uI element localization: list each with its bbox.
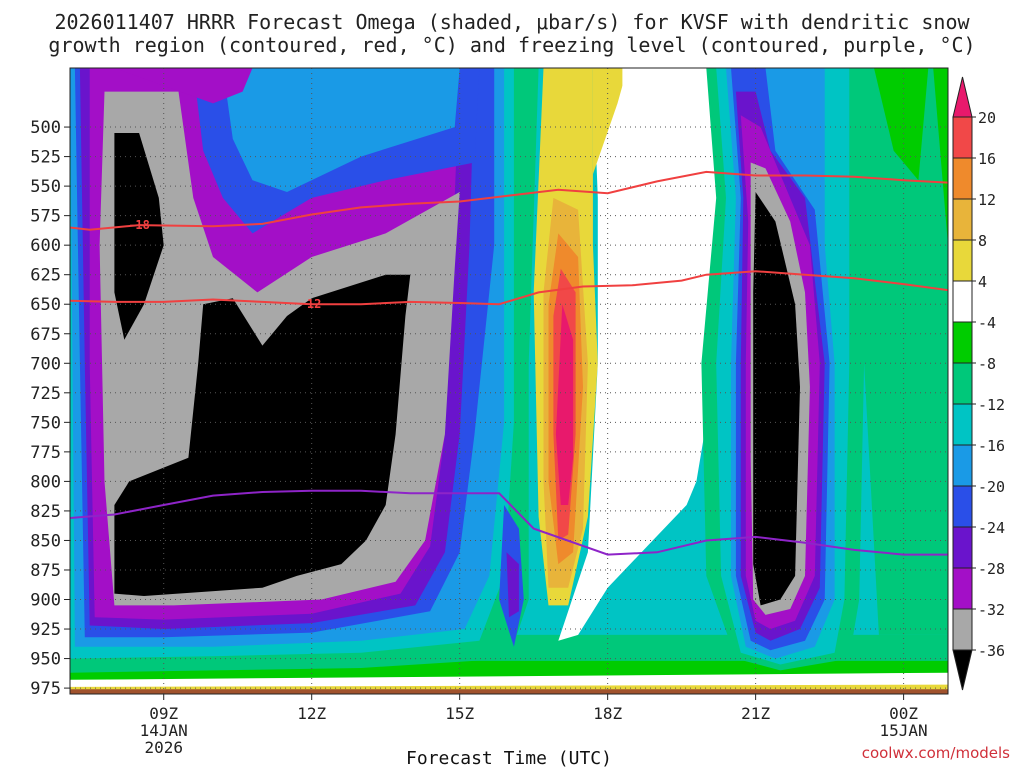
colorbar-arrow-top (952, 76, 973, 118)
contour-line-0 (70, 170, 948, 231)
omega-top-yellow (592, 68, 628, 175)
omega-east-green (874, 68, 929, 181)
colorbar-bin (952, 239, 973, 282)
colorbar-label: 4 (978, 273, 987, 291)
x-tick-sublabel: 15JAN (880, 721, 928, 740)
y-tick-label: 950 (30, 650, 61, 670)
omega-neutral-top (622, 68, 682, 198)
y-tick-label: 650 (30, 295, 61, 315)
x-tick-label: 12Z (297, 704, 326, 723)
colorbar-bin (952, 526, 973, 569)
x-tick-label: 21Z (741, 704, 770, 723)
y-tick-label: 525 (30, 148, 61, 168)
source-credit: coolwx.com/models (861, 744, 1010, 762)
x-tick-label: 18Z (593, 704, 622, 723)
colorbar-label: -36 (978, 642, 1005, 660)
colorbar-label: 20 (978, 109, 996, 127)
colorbar-label: 8 (978, 232, 987, 250)
x-tick-label: 09Z (149, 704, 178, 723)
y-tick-label: 750 (30, 413, 61, 433)
colorbar-bin (952, 567, 973, 610)
y-tick-label: 850 (30, 531, 61, 551)
omega-west-black-upper (114, 133, 164, 340)
colorbar-bin (952, 485, 973, 528)
colorbar-label: -20 (978, 478, 1005, 496)
colorbar-bin (952, 116, 973, 159)
omega-west-black-core (114, 274, 411, 596)
y-tick-label: 925 (30, 620, 61, 640)
colorbar-arrow-bottom (952, 649, 973, 691)
x-tick-sublabel: 14JAN (140, 721, 188, 740)
colorbar-label: 16 (978, 150, 996, 168)
y-tick-label: 775 (30, 443, 61, 463)
colorbar-bin (952, 403, 973, 446)
y-tick-label: 875 (30, 561, 61, 581)
contour-line-1 (70, 270, 948, 306)
omega-pocket-indigo (506, 552, 519, 618)
contour-lines: -18 12 (70, 170, 948, 556)
colorbar-label: -4 (978, 314, 996, 332)
y-tick-label: 575 (30, 207, 61, 227)
colorbar-bin (952, 608, 973, 651)
x-axis-label: Forecast Time (UTC) (406, 748, 612, 768)
y-tick-label: 625 (30, 266, 61, 286)
colorbar-bin (952, 198, 973, 241)
colorbar-label: 12 (978, 191, 996, 209)
y-tick-label: 800 (30, 472, 61, 492)
colorbar: 20 16 12 8 4 -4 -8 -12 -16 -20 -24 -28 -32 -36 (952, 76, 1005, 691)
omega-east-green2 (933, 68, 948, 246)
colorbar-bin (952, 157, 973, 200)
y-tick-label: 900 (30, 591, 61, 611)
x-tick-label: 15Z (445, 704, 474, 723)
colorbar-bin (952, 444, 973, 487)
contour-label-1: 12 (307, 297, 321, 311)
y-tick-label: 700 (30, 354, 61, 374)
y-tick-label: 675 (30, 325, 61, 345)
omega-east-black (753, 192, 800, 606)
x-tick-year: 2026 (144, 738, 183, 757)
terrain-band (70, 689, 948, 694)
contour-label-0: -18 (128, 218, 150, 232)
colorbar-label: -32 (978, 601, 1005, 619)
contour-line-2 (70, 489, 948, 556)
omega-desc-pink (555, 304, 574, 505)
y-tick-label: 825 (30, 502, 61, 522)
chart-title-line1: 2026011407 HRRR Forecast Omega (shaded, … (54, 10, 970, 34)
colorbar-label: -12 (978, 396, 1005, 414)
plot-frame (69, 67, 949, 695)
y-tick-label: 725 (30, 384, 61, 404)
omega-west-upper-blue (222, 68, 460, 192)
y-tick-label: 975 (30, 679, 61, 699)
colorbar-bin (952, 362, 973, 405)
y-tick-label: 500 (30, 118, 61, 138)
omega-shading (70, 68, 948, 694)
chart-title-line2: growth region (contoured, red, °C) and f… (48, 33, 976, 57)
y-tick-label: 600 (30, 236, 61, 256)
y-axis: 500 525 550 575 600 625 650 675 700 725 750 775 800 8… (30, 118, 70, 699)
y-tick-label: 550 (30, 177, 61, 197)
x-tick-label: 00Z (889, 704, 918, 723)
colorbar-label: -28 (978, 560, 1005, 578)
colorbar-label: -16 (978, 437, 1005, 455)
colorbar-bin (952, 321, 973, 364)
omega-neutral-white (558, 68, 726, 641)
colorbar-label: -24 (978, 519, 1005, 537)
colorbar-label: -8 (978, 355, 996, 373)
omega-west-top-purple (114, 68, 253, 104)
colorbar-bin (952, 280, 973, 323)
